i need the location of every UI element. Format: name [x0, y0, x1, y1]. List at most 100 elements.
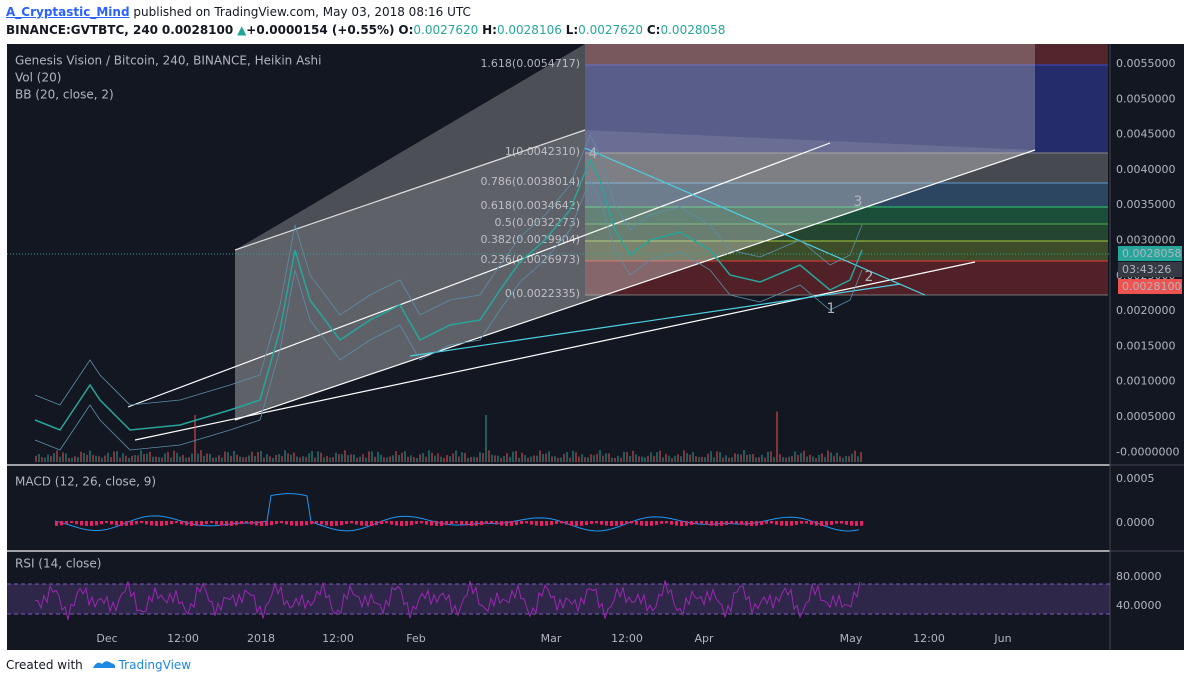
volume-bar — [278, 454, 280, 462]
macd-hist — [690, 521, 693, 526]
macd-hist — [285, 521, 288, 525]
volume-bar — [80, 451, 82, 462]
macd-hist — [230, 521, 233, 526]
volume-bar — [782, 457, 784, 462]
volume-bar — [722, 457, 724, 462]
macd-hist — [550, 521, 553, 526]
macd-hist — [630, 521, 633, 524]
macd-hist — [320, 521, 323, 525]
macd-hist — [245, 521, 248, 524]
macd-hist — [430, 521, 433, 526]
macd-hist — [675, 521, 678, 526]
macd-hist — [855, 521, 858, 526]
macd-hist — [340, 521, 343, 526]
volume-bar — [596, 453, 598, 462]
volume-bar — [614, 457, 616, 462]
volume-bar — [65, 453, 67, 462]
macd-hist — [410, 521, 413, 526]
ohlc-value: 0.0028058 — [660, 23, 726, 37]
volume-bar — [452, 453, 454, 462]
fib-band — [585, 224, 1108, 241]
ohlc: O:0.0027620 H:0.0028106 L:0.0027620 C:0.… — [398, 23, 725, 37]
volume-bar — [842, 457, 844, 462]
macd-hist — [445, 521, 448, 526]
price-tick: 0.0015000 — [1116, 339, 1176, 352]
macd-hist — [380, 521, 383, 525]
macd-hist — [680, 521, 683, 526]
fib-label: 0(0.0022335) — [505, 287, 580, 300]
volume-bar — [308, 453, 310, 462]
volume-bar — [758, 457, 760, 462]
indicator: Vol (20) — [15, 71, 61, 85]
ohlc-value: 0.0027620 — [578, 23, 644, 37]
volume-bar — [488, 450, 490, 462]
volume-bar — [269, 456, 271, 462]
macd-hist — [185, 521, 188, 526]
macd-hist — [840, 521, 843, 524]
fib-band — [585, 153, 1108, 183]
volume-bar — [647, 455, 649, 462]
volume-bar — [443, 457, 445, 462]
volume-bar — [812, 456, 814, 462]
volume-bar — [650, 452, 652, 462]
macd-hist — [85, 521, 88, 526]
volume-bar — [302, 456, 304, 462]
volume-bar — [161, 457, 163, 462]
macd-hist — [610, 521, 613, 526]
macd-hist — [110, 521, 113, 525]
volume-bar — [785, 457, 787, 462]
volume-bar — [344, 450, 346, 462]
macd-hist — [590, 521, 593, 524]
price-tick: 0.0010000 — [1116, 375, 1176, 388]
macd-hist — [145, 521, 148, 525]
volume-bar — [551, 456, 553, 462]
volume-bar — [542, 454, 544, 462]
macd-hist — [580, 521, 583, 526]
macd-hist — [395, 521, 398, 526]
macd-hist — [280, 521, 283, 524]
rsi-line — [34, 580, 861, 620]
volume-bar — [380, 454, 382, 462]
volume-bar — [35, 455, 37, 462]
volume-bar — [539, 450, 541, 462]
macd-hist — [175, 521, 178, 524]
volume-bar — [521, 452, 523, 462]
macd-hist — [540, 521, 543, 526]
header: A_Cryptastic_Mind published on TradingVi… — [6, 3, 725, 39]
volume-bar — [815, 457, 817, 462]
macd-hist — [480, 521, 483, 526]
volume-bar — [209, 453, 211, 462]
volume-bar — [755, 457, 757, 462]
volume-bar — [788, 456, 790, 462]
price-tag-text: 0.0028100 — [1122, 280, 1182, 293]
price-tick: 0.0020000 — [1116, 304, 1176, 317]
time-tick: Apr — [694, 632, 714, 645]
author[interactable]: A_Cryptastic_Mind — [6, 5, 130, 19]
macd-hist — [805, 521, 808, 524]
volume-bar — [686, 453, 688, 462]
macd-hist — [575, 521, 578, 526]
macd-hist — [830, 521, 833, 525]
macd-hist — [560, 521, 563, 524]
time-tick: Mar — [541, 632, 562, 645]
volume-bar — [824, 456, 826, 462]
volume-bar — [809, 454, 811, 462]
volume-bar — [749, 454, 751, 462]
volume-bar — [113, 451, 115, 462]
macd-hist — [705, 521, 708, 525]
trend-line — [134, 261, 976, 441]
volume-bar — [140, 450, 142, 462]
volume-bar — [470, 457, 472, 462]
volume-bar — [566, 452, 568, 462]
volume-bar — [791, 455, 793, 462]
brand[interactable]: TradingView — [118, 658, 192, 672]
volume-bar — [530, 456, 532, 462]
volume-bar — [125, 455, 127, 462]
volume-bar — [617, 455, 619, 462]
volume-bar — [518, 457, 520, 462]
rsi-pane — [7, 552, 1110, 628]
volume-bar — [689, 454, 691, 462]
volume-bar — [221, 457, 223, 462]
volume-bar — [623, 451, 625, 462]
volume-bar — [230, 455, 232, 462]
